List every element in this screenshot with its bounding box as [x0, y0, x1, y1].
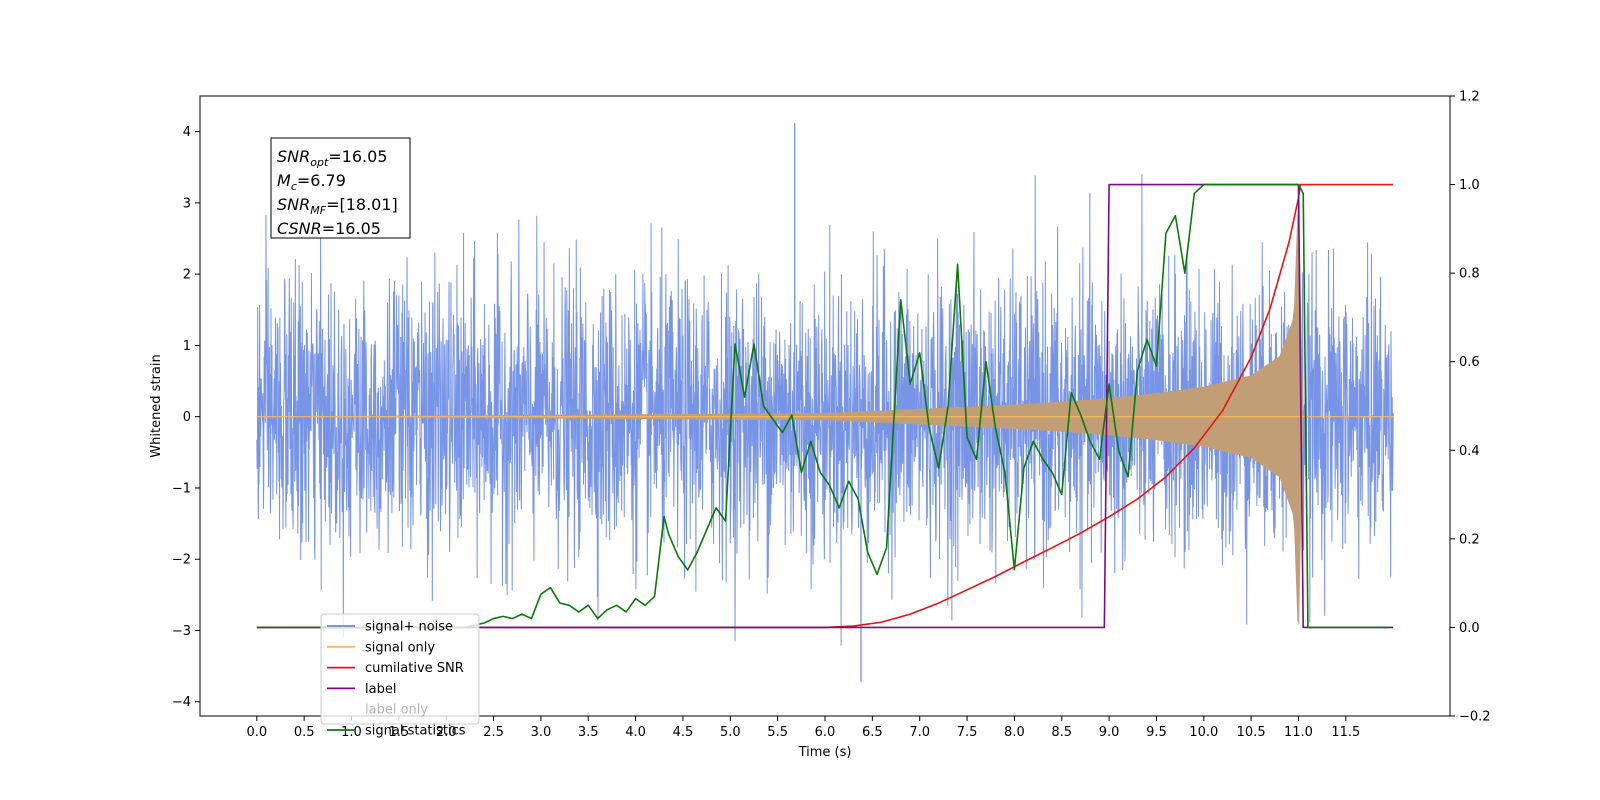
y-axis-right: −0.2 0.0 0.2 0.4 0.6 0.8 1.0 1.2 [1450, 90, 1491, 725]
y-right-tick-label: 0.6 [1459, 355, 1480, 370]
x-tick-label: 0.0 [246, 725, 267, 740]
y-right-tick-label: 0.4 [1459, 444, 1480, 459]
y-left-tick-label: −3 [172, 624, 191, 639]
x-tick-label: 1.0 [341, 725, 362, 740]
x-axis-label: Time (s) [798, 745, 852, 760]
annotation-frame [270, 137, 411, 239]
series-layer [256, 123, 1394, 682]
x-tick-label: 11.5 [1331, 725, 1360, 740]
x-tick-label: 5.0 [720, 725, 741, 740]
annotation-line: SNRMF=[18.01] [277, 195, 398, 217]
x-tick-label: 5.5 [767, 725, 788, 740]
legend-label-label-only: label only [365, 703, 428, 718]
x-tick-label: 9.0 [1099, 725, 1120, 740]
y-right-tick-label: 0.8 [1459, 267, 1480, 282]
y-right-tick-label: 0.0 [1459, 621, 1480, 636]
y-left-tick-label: 0 [183, 410, 191, 425]
legend: signal+ noise signal only cumilative SNR la… [320, 613, 480, 739]
x-tick-label: 2.5 [483, 725, 504, 740]
y-left-tick-label: −1 [172, 481, 191, 496]
y-left-tick-label: 2 [183, 268, 191, 283]
y-right-tick-label: −0.2 [1459, 710, 1491, 725]
series-signal-statistics [256, 183, 1389, 629]
y-axis-left-label: Whitened strain [149, 354, 164, 457]
y-left-tick-label: 4 [183, 125, 191, 140]
legend-label-label: label [365, 682, 396, 697]
y-axis-left: −4 −3 −2 −1 0 1 2 3 4 [172, 125, 200, 710]
x-tick-label: 10.5 [1237, 725, 1266, 740]
legend-label-signal-statistics: signal statistics [365, 724, 466, 739]
x-tick-label: 1.5 [389, 725, 410, 740]
x-tick-label: 2.0 [436, 725, 457, 740]
x-tick-label: 6.0 [815, 725, 836, 740]
x-tick-label: 4.0 [625, 725, 646, 740]
y-left-tick-label: 1 [183, 339, 191, 354]
x-tick-label: 7.0 [909, 725, 930, 740]
x-tick-label: 9.5 [1146, 725, 1167, 740]
y-left-tick-label: 3 [183, 196, 191, 211]
annotation-line: CSNR=16.05 [277, 219, 381, 238]
x-tick-label: 7.5 [957, 725, 978, 740]
legend-label-signal-noise: signal+ noise [365, 620, 453, 635]
x-tick-label: 4.5 [673, 725, 694, 740]
x-tick-label: 3.0 [531, 725, 552, 740]
x-tick-label: 11.0 [1284, 725, 1313, 740]
legend-frame [320, 613, 480, 725]
annotation-line: Mc=6.79 [277, 171, 346, 193]
y-left-tick-label: −2 [172, 553, 191, 568]
y-right-tick-label: 1.2 [1459, 90, 1480, 105]
y-left-tick-label: −4 [172, 695, 191, 710]
series-cumilative-snr [256, 183, 1394, 629]
legend-label-signal-only: signal only [365, 640, 435, 655]
x-tick-label: 6.5 [862, 725, 883, 740]
x-tick-label: 8.0 [1004, 725, 1025, 740]
y-right-tick-label: 1.0 [1459, 178, 1480, 193]
y-right-tick-label: 0.2 [1459, 532, 1480, 547]
x-tick-label: 3.5 [578, 725, 599, 740]
x-tick-label: 10.0 [1189, 725, 1218, 740]
x-axis: 0.0 0.5 1.0 1.5 2.0 2.5 3.0 3.5 4.0 4.5 5.0 5.5 6.0 6… [246, 716, 1360, 740]
annotation-line: SNRopt=16.05 [277, 147, 388, 169]
x-tick-label: 8.5 [1051, 725, 1072, 740]
legend-label-cumilative-snr: cumilative SNR [365, 661, 464, 676]
x-tick-label: 0.5 [294, 725, 315, 740]
